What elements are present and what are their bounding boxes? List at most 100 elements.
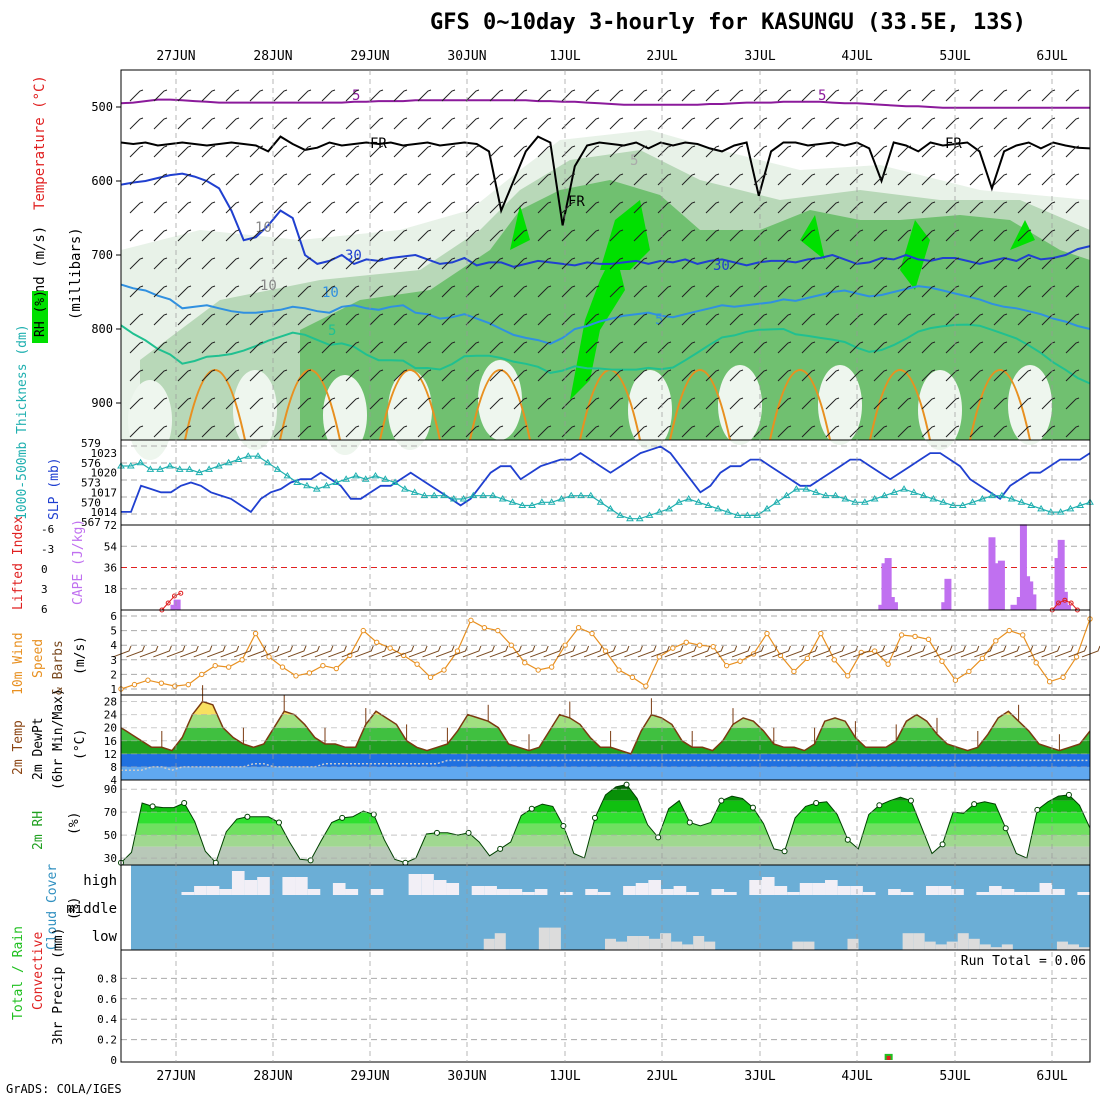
cloud-high — [560, 892, 573, 895]
wind-barb — [633, 313, 648, 326]
wind-barb — [945, 257, 960, 270]
cape-tick: 54 — [104, 540, 118, 553]
temp-ylabel: 2m Temp — [11, 720, 26, 775]
rh-point — [402, 859, 409, 866]
cloud-low — [1067, 944, 1079, 950]
wind-barb — [441, 285, 456, 298]
thickness-point — [626, 514, 634, 522]
wind-barb — [657, 201, 672, 214]
cape-bar — [1019, 524, 1027, 610]
wind-barb — [314, 645, 334, 658]
wind-barb — [537, 89, 552, 102]
wind-speed-point — [333, 665, 340, 672]
thickness-point — [234, 455, 243, 462]
wind-barb — [633, 341, 648, 354]
wind-barb — [609, 173, 624, 186]
wind-barb — [297, 117, 312, 130]
precip-total-label: Total / Rain — [11, 926, 26, 1020]
contour-label: 5 — [352, 88, 360, 104]
thickness-point — [714, 504, 722, 512]
wind-speed-point — [1046, 679, 1053, 685]
wind-barb — [177, 173, 192, 186]
wind-tick: 1 — [110, 683, 117, 696]
wind-barb — [801, 257, 816, 270]
wind-barb — [681, 201, 696, 214]
precip-convective-bar — [886, 1055, 891, 1060]
temp-tick: 20 — [104, 722, 117, 735]
temp-tick: 12 — [104, 748, 117, 761]
temp-band-5 — [121, 701, 1090, 715]
ytick-label: 600 — [91, 174, 113, 188]
wind-barb — [993, 229, 1008, 242]
wind-barb — [681, 425, 696, 438]
cloud-high — [787, 892, 800, 895]
wind-barb — [585, 369, 600, 382]
wind-barb — [233, 645, 253, 658]
rh-bright-5 — [1010, 220, 1035, 250]
wind-barb — [249, 229, 264, 242]
rh-point — [433, 829, 440, 836]
wind-barb — [1001, 645, 1020, 658]
wind-barb — [753, 425, 768, 438]
slp-label: SLP (mb) — [47, 457, 62, 520]
wind-barb — [657, 285, 672, 298]
wind-speed-point — [629, 674, 636, 681]
wind-barb — [873, 201, 888, 214]
wind-barb — [422, 645, 442, 658]
temp-tick: 24 — [104, 709, 118, 722]
cloud-high — [332, 883, 346, 895]
rh-point — [844, 836, 851, 843]
thickness-point — [655, 508, 664, 515]
wind-barb — [393, 89, 408, 102]
thickness-point — [606, 504, 615, 512]
wind-barb — [849, 341, 864, 354]
wind-barb — [753, 257, 768, 270]
thickness-point — [400, 485, 409, 492]
rh-point — [339, 814, 346, 821]
thickness-point — [322, 481, 331, 489]
wind-barb — [489, 313, 504, 326]
thickness-point — [381, 475, 390, 482]
wind-barb — [435, 645, 455, 658]
wind-barb — [681, 173, 696, 186]
wind-speed-point — [925, 636, 932, 643]
wind-barb — [225, 369, 240, 382]
rh-tick: 70 — [104, 806, 117, 819]
date-label-bottom: 27JUN — [156, 1069, 195, 1084]
footer-credit: GrADS: COLA/IGES — [6, 1082, 122, 1096]
wind-barb — [1065, 257, 1080, 270]
wind-barb — [408, 645, 428, 658]
thickness-point — [205, 465, 213, 472]
wind-barb — [753, 313, 768, 326]
wind-barb — [201, 397, 216, 410]
wind-barb — [395, 645, 415, 658]
wind-barb — [585, 425, 600, 438]
wind-barb — [945, 173, 960, 186]
wind-barb — [417, 89, 432, 102]
wind-barb — [153, 173, 168, 186]
wind-barb — [441, 313, 456, 326]
rh-tick: 30 — [104, 852, 117, 865]
thickness-point — [126, 462, 135, 469]
wind-barb — [777, 341, 792, 354]
wind-barb — [345, 173, 360, 186]
wind-barb — [921, 369, 936, 382]
li-tick: 3 — [41, 583, 48, 596]
wind-barb — [585, 145, 600, 158]
rh-bright-4 — [900, 220, 930, 290]
cloud-high — [522, 892, 535, 895]
wind-barb — [825, 257, 840, 270]
temp-arc-5 — [669, 369, 731, 441]
wind-barb — [321, 201, 336, 214]
rh-point — [212, 859, 219, 866]
temp-label-2: 2m DewPt — [31, 717, 46, 780]
thickness-point — [430, 491, 439, 499]
wind-barb — [945, 117, 960, 130]
wind-speed-point — [602, 648, 609, 654]
minus5-contour — [120, 98, 1090, 109]
rh-point — [307, 857, 314, 864]
rh-point — [686, 819, 693, 826]
thickness-point — [821, 491, 830, 499]
wind-barb — [609, 313, 624, 326]
thickness-point — [303, 481, 311, 489]
